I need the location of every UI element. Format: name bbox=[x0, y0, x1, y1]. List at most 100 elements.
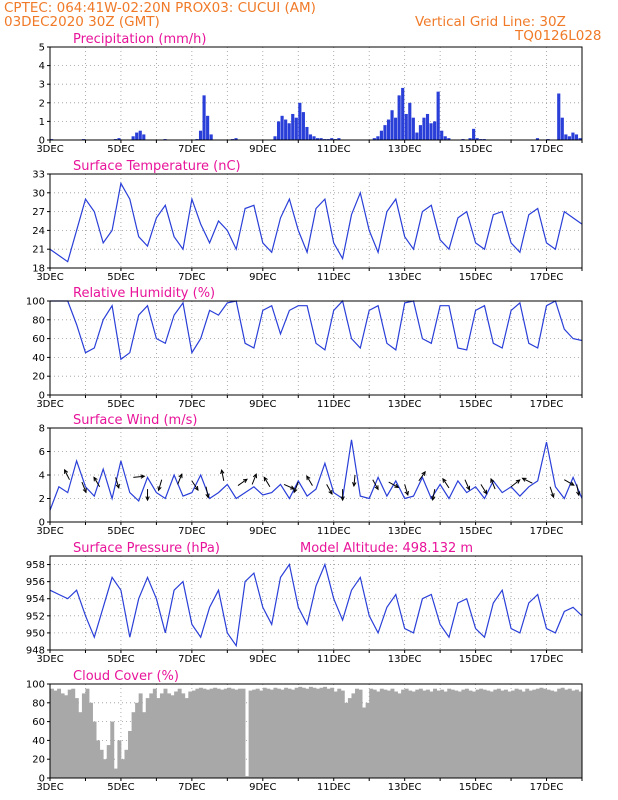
precip-bar bbox=[404, 113, 408, 140]
x-tick-label: 7DEC bbox=[178, 272, 205, 283]
cloud-cover-bar bbox=[408, 690, 413, 778]
x-tick-label: 9DEC bbox=[249, 654, 276, 665]
cloud-cover-bar bbox=[411, 691, 416, 778]
cloud-cover-bar bbox=[89, 702, 93, 778]
cloud-cover-bar bbox=[369, 688, 374, 778]
cloud-cover-bar bbox=[553, 691, 558, 778]
y-tick-label: 40 bbox=[32, 353, 45, 364]
cloud-cover-bar bbox=[135, 702, 140, 778]
cloud-cover-bar bbox=[347, 698, 352, 778]
x-tick-label: 13DEC bbox=[388, 272, 422, 283]
wind-arrow bbox=[326, 484, 333, 496]
y-tick-label: 30 bbox=[32, 188, 45, 199]
precip-bar bbox=[276, 121, 281, 140]
pres-panel: 948 950 952 954 956 958 3DEC 5DEC 7DEC 9DEC 11DEC 1… bbox=[26, 541, 583, 665]
y-tick-label: 954 bbox=[26, 594, 45, 605]
wind-arrow bbox=[576, 484, 581, 497]
cloud-cover-bar bbox=[92, 721, 97, 778]
cloud-cover-bar bbox=[344, 702, 349, 778]
cloud-cover-bar bbox=[159, 693, 164, 778]
cloud-cover-bar bbox=[482, 689, 487, 778]
precip-bar bbox=[468, 138, 472, 140]
y-tick-label: 0 bbox=[39, 391, 45, 402]
cloud-cover-bar bbox=[113, 768, 118, 778]
y-tick-label: 20 bbox=[32, 755, 45, 766]
y-tick-label: 60 bbox=[32, 334, 45, 345]
cloud-cover-bar bbox=[96, 740, 101, 778]
cloud-cover-bar bbox=[99, 749, 104, 778]
y-tick-label: 948 bbox=[26, 646, 45, 657]
cloud-cover-bar bbox=[262, 687, 267, 778]
precip-bar bbox=[408, 102, 412, 140]
precip-bar bbox=[319, 138, 323, 140]
cloud-cover-bar bbox=[447, 688, 452, 778]
precip-panel: 0 1 2 3 4 5 3DEC 5DEC 7DEC 9DEC 11DEC 13DEC 15DEC 17D… bbox=[36, 32, 583, 155]
y-tick-label: 956 bbox=[26, 577, 45, 588]
rh-panel: 0 20 40 60 80 100 3DEC 5DEC 7DEC 9DEC 11DEC 13DEC 15… bbox=[26, 286, 583, 410]
cloud-cover-bar bbox=[220, 689, 225, 778]
cloud-cover-bar bbox=[74, 698, 79, 778]
cloud-cover-bar bbox=[301, 687, 306, 778]
wind-panel: 0 2 4 6 8 3DEC 5DEC 7DEC 9DEC 11DEC 13DEC 15DEC 17DE… bbox=[36, 413, 583, 537]
cloud-cover-bar bbox=[546, 689, 551, 778]
cloud-cover-bar bbox=[131, 712, 136, 778]
cloud-cover-bar bbox=[142, 712, 147, 778]
cloud-cover-bar bbox=[276, 688, 281, 778]
cloud-cover-bar bbox=[312, 687, 317, 778]
wind-arrow bbox=[220, 468, 225, 481]
precip-bar bbox=[308, 134, 313, 140]
cloud-cover-bar bbox=[198, 687, 203, 778]
x-tick-label: 13DEC bbox=[388, 526, 422, 537]
cloud-cover-bar bbox=[323, 686, 328, 778]
wind-arrow bbox=[283, 483, 296, 490]
cloud-panel: 0 20 40 60 80 100 3DEC 5DEC 7DEC 9DEC 11DEC 13DEC 15… bbox=[26, 669, 583, 793]
cloud-cover-bar bbox=[386, 690, 391, 778]
precip-bar bbox=[202, 95, 206, 140]
y-tick-label: 80 bbox=[32, 698, 45, 709]
x-tick-label: 17DEC bbox=[530, 654, 564, 665]
cloud-cover-bar bbox=[177, 688, 182, 778]
cloud-cover-bar bbox=[202, 688, 207, 778]
cloud-cover-bar bbox=[404, 688, 409, 778]
x-tick-label: 5DEC bbox=[107, 399, 134, 410]
precip-bar bbox=[291, 113, 295, 140]
precip-bar bbox=[472, 128, 476, 140]
precip-bar bbox=[415, 132, 419, 140]
x-tick-label: 11DEC bbox=[317, 272, 351, 283]
cloud-cover-bar bbox=[120, 759, 125, 778]
cloud-frame bbox=[49, 683, 583, 779]
cloud-cover-bar bbox=[479, 688, 484, 778]
temp-panel: 18 21 24 27 30 33 3DEC 5DEC 7DEC 9DEC 11DEC 13DEC 15… bbox=[32, 159, 583, 283]
precip-bar bbox=[209, 134, 213, 140]
x-tick-label: 3DEC bbox=[36, 526, 63, 537]
wind-arrow bbox=[306, 475, 313, 486]
cloud-cover-bar bbox=[436, 690, 441, 778]
y-tick-label: 2 bbox=[39, 98, 45, 109]
x-tick-label: 9DEC bbox=[249, 526, 276, 537]
cloud-cover-bar bbox=[401, 689, 406, 778]
precip-bar bbox=[401, 87, 405, 140]
wind-arrow bbox=[510, 479, 521, 488]
cloud-cover-bar bbox=[319, 687, 324, 778]
x-tick-label: 7DEC bbox=[178, 526, 205, 537]
wind-arrow bbox=[431, 489, 436, 502]
precip-bar bbox=[411, 117, 415, 140]
precip-bar bbox=[390, 110, 394, 140]
y-tick-label: 21 bbox=[32, 245, 45, 256]
header-run-time: 03DEC2020 30Z (GMT) bbox=[4, 14, 160, 30]
cloud-cover-bar bbox=[223, 688, 228, 778]
precip-bar bbox=[578, 138, 582, 140]
model-altitude-label: Model Altitude: 498.132 m bbox=[300, 541, 473, 556]
y-tick-label: 80 bbox=[32, 315, 45, 326]
y-tick-label: 8 bbox=[39, 424, 45, 435]
wind-arrow bbox=[93, 476, 101, 488]
cloud-cover-bar bbox=[206, 689, 210, 778]
precip-bar bbox=[206, 115, 210, 140]
wind-arrow bbox=[157, 479, 163, 492]
y-tick-label: 5 bbox=[39, 43, 45, 54]
cloud-cover-bar bbox=[252, 689, 257, 778]
x-tick-label: 15DEC bbox=[459, 272, 493, 283]
precip-bar bbox=[312, 136, 316, 140]
x-tick-label: 3DEC bbox=[36, 399, 63, 410]
cloud-cover-bar bbox=[333, 691, 338, 778]
